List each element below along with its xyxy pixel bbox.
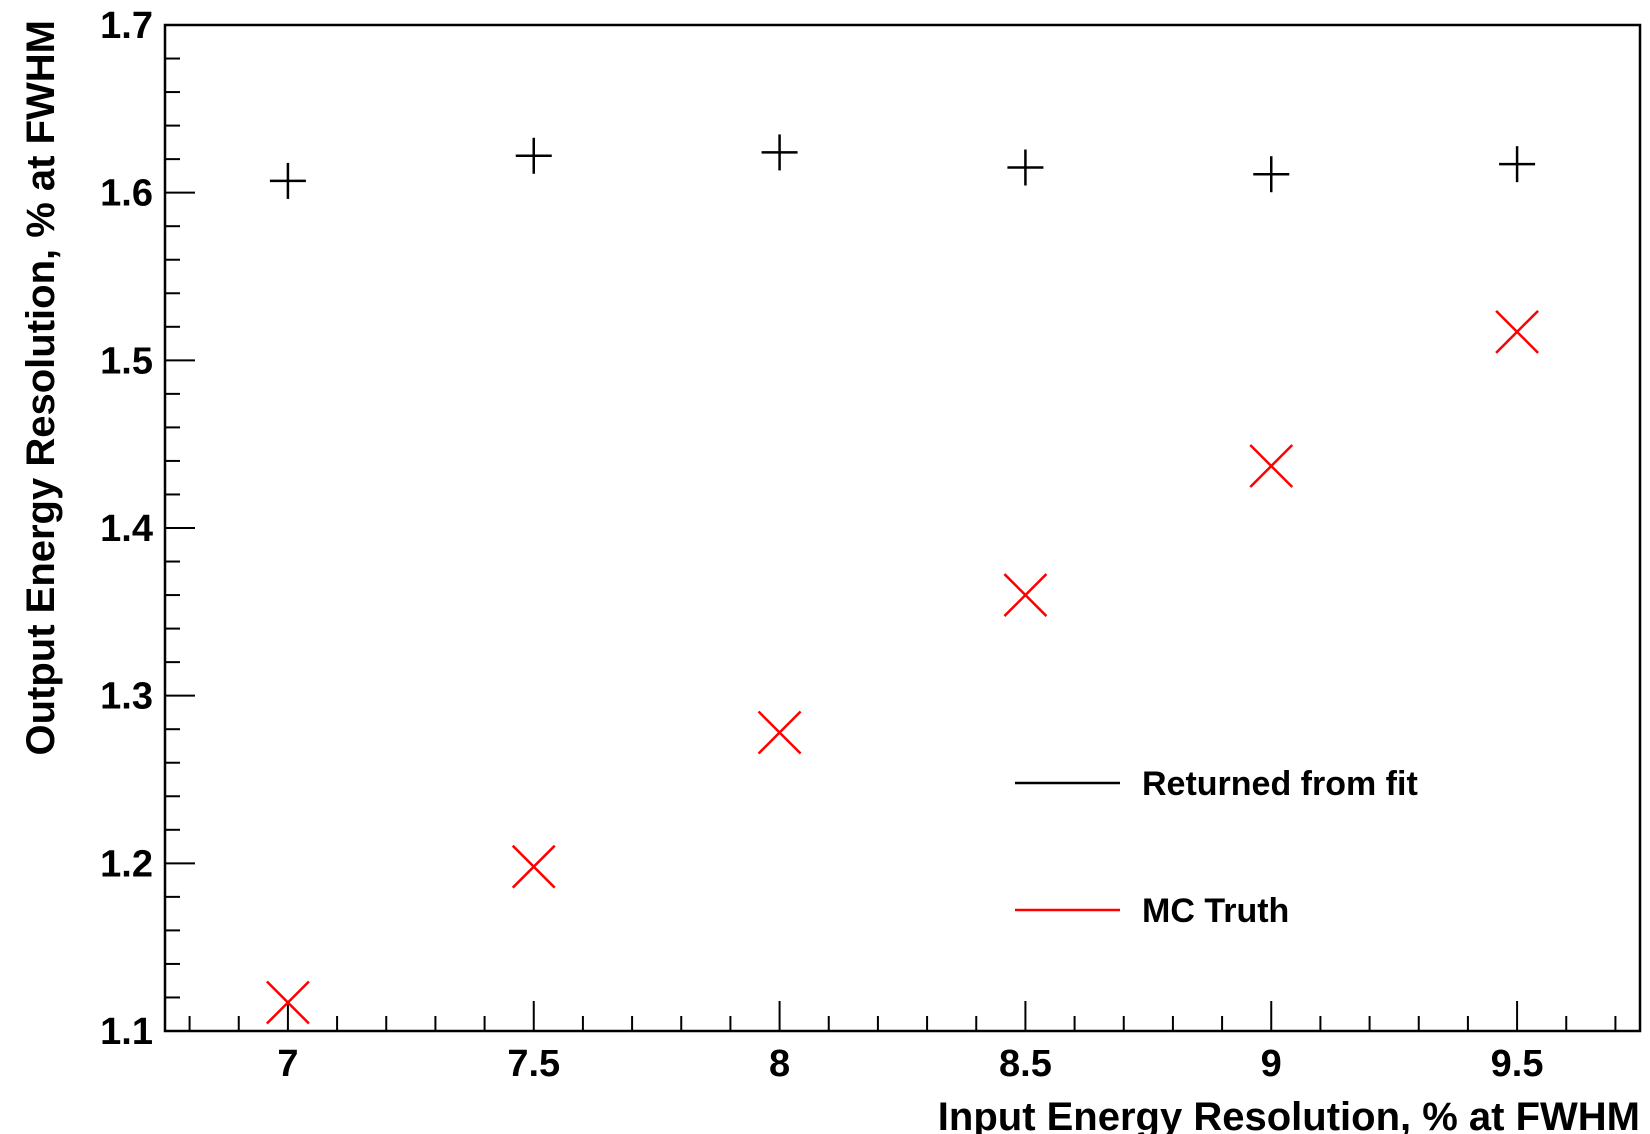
x-tick-label: 9.5 xyxy=(1491,1043,1544,1085)
fit-point-marker xyxy=(1007,149,1044,186)
fit-point-marker xyxy=(761,134,798,171)
x-tick-label: 7 xyxy=(277,1043,298,1085)
mc-truth-point-marker xyxy=(1249,444,1294,488)
y-tick-label: 1.6 xyxy=(100,173,153,215)
x-tick-label: 7.5 xyxy=(507,1043,560,1085)
legend-entry: Returned from fit xyxy=(1015,765,1418,803)
x-axis-title: Input Energy Resolution, % at FWHM xyxy=(938,1095,1640,1134)
mc-truth-point-marker xyxy=(1003,573,1048,617)
fit-point-marker xyxy=(1253,156,1290,193)
fit-point-marker xyxy=(269,162,306,199)
y-axis-title: Output Energy Resolution, % at FWHM xyxy=(19,20,63,756)
mc-truth-point-marker xyxy=(511,844,556,889)
mc-truth-point-marker xyxy=(266,980,310,1025)
legend-label: MC Truth xyxy=(1142,892,1289,930)
mc-truth-point-marker xyxy=(757,710,802,755)
mc-truth-point-marker xyxy=(1495,309,1539,354)
fit-point-marker xyxy=(1499,146,1536,183)
y-tick-label: 1.4 xyxy=(100,508,153,550)
y-tick-label: 1.3 xyxy=(100,676,153,718)
x-tick-label: 8.5 xyxy=(999,1043,1052,1085)
x-tick-label: 8 xyxy=(769,1043,790,1085)
x-tick-label: 9 xyxy=(1261,1043,1282,1085)
legend-label: Returned from fit xyxy=(1142,765,1418,803)
legend-entry: MC Truth xyxy=(1015,892,1289,930)
y-tick-label: 1.5 xyxy=(100,340,153,382)
y-tick-label: 1.7 xyxy=(100,5,153,47)
y-tick-label: 1.1 xyxy=(100,1011,153,1053)
y-tick-label: 1.2 xyxy=(100,843,153,885)
fit-point-marker xyxy=(515,137,552,174)
plot-frame xyxy=(163,23,1642,1033)
